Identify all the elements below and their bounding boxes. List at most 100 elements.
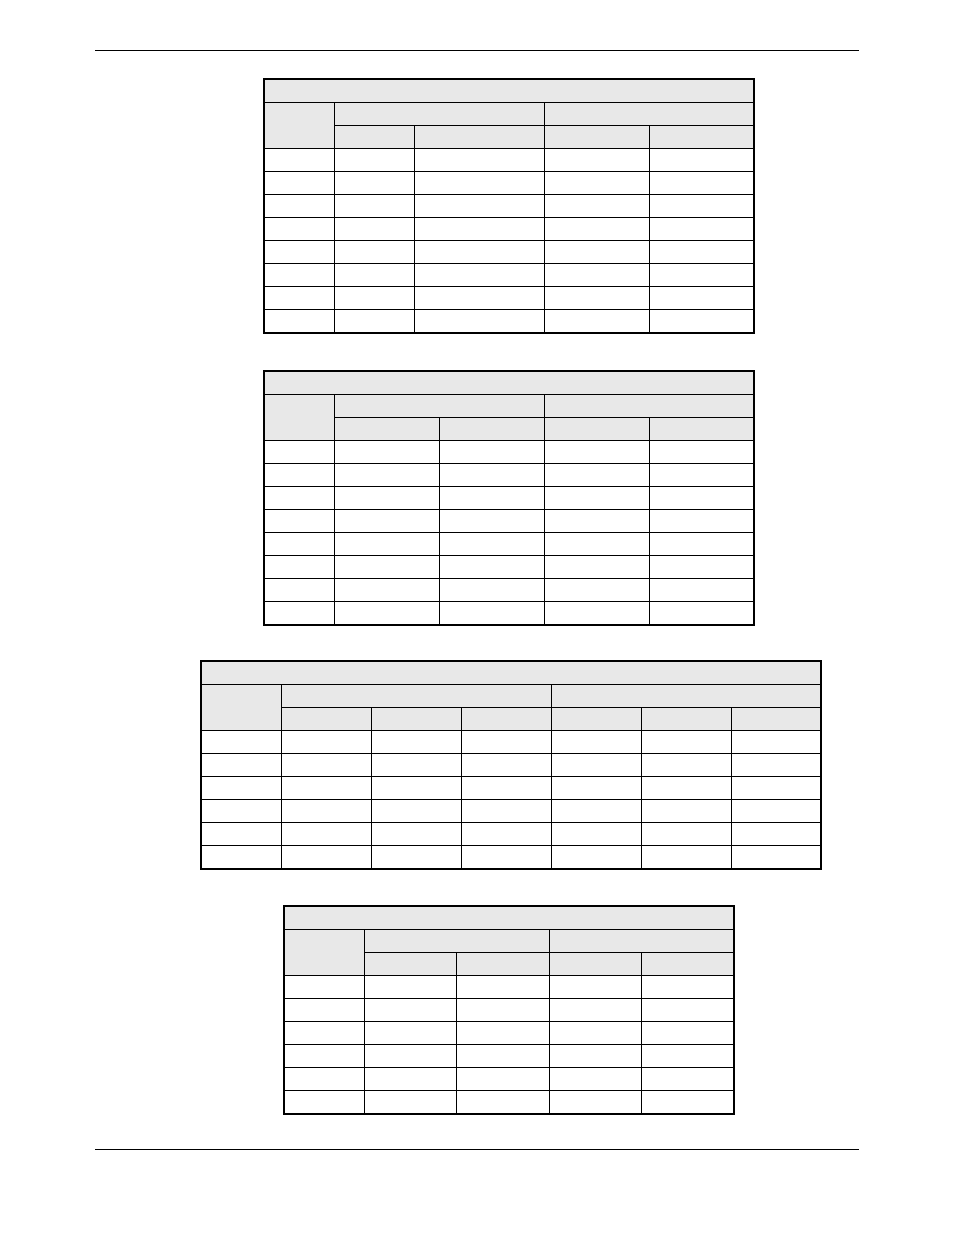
table-2-stub-head: [264, 395, 334, 441]
cell: [334, 149, 414, 172]
cell: [544, 195, 649, 218]
table-1-title: [264, 79, 754, 103]
cell: [414, 241, 544, 264]
cell: [414, 310, 544, 334]
cell: [731, 777, 821, 800]
cell: [649, 602, 754, 626]
cell: [439, 510, 544, 533]
table-4-body: [284, 976, 734, 1115]
cell: [264, 172, 334, 195]
table-row: [264, 441, 754, 464]
table-2-col-row: [264, 418, 754, 441]
table-1-col-row: [264, 126, 754, 149]
table-2-col-2: [439, 418, 544, 441]
cell: [731, 731, 821, 754]
cell: [334, 264, 414, 287]
cell: [284, 1068, 364, 1091]
cell: [544, 556, 649, 579]
table-3-title-row: [201, 661, 821, 685]
cell: [264, 556, 334, 579]
cell: [364, 1045, 456, 1068]
cell: [544, 264, 649, 287]
cell: [731, 800, 821, 823]
cell: [334, 556, 439, 579]
table-row: [264, 195, 754, 218]
table-1-col-2: [414, 126, 544, 149]
cell: [439, 533, 544, 556]
cell: [414, 287, 544, 310]
table-2-title-row: [264, 371, 754, 395]
cell: [264, 241, 334, 264]
cell: [334, 579, 439, 602]
table-2-wrap: [263, 370, 755, 626]
cell: [641, 999, 734, 1022]
table-4-col-3: [549, 953, 641, 976]
cell: [551, 800, 641, 823]
cell: [641, 976, 734, 999]
table-row: [264, 241, 754, 264]
cell: [371, 800, 461, 823]
table-3-col-row: [201, 708, 821, 731]
cell: [281, 731, 371, 754]
cell: [551, 846, 641, 870]
cell: [544, 533, 649, 556]
cell: [334, 310, 414, 334]
cell: [201, 800, 281, 823]
cell: [544, 464, 649, 487]
table-row: [264, 310, 754, 334]
cell: [641, 731, 731, 754]
table-4: [283, 905, 735, 1115]
cell: [439, 579, 544, 602]
cell: [439, 602, 544, 626]
cell: [551, 731, 641, 754]
table-3-col-2: [371, 708, 461, 731]
table-3: [200, 660, 822, 870]
table-4-group-b: [549, 930, 734, 953]
cell: [264, 264, 334, 287]
cell: [731, 823, 821, 846]
cell: [549, 999, 641, 1022]
cell: [544, 218, 649, 241]
table-3-col-3: [461, 708, 551, 731]
cell: [641, 777, 731, 800]
cell: [334, 602, 439, 626]
table-1-group-b: [544, 103, 754, 126]
table-4-group-a: [364, 930, 549, 953]
cell: [264, 510, 334, 533]
table-row: [201, 800, 821, 823]
table-row: [264, 287, 754, 310]
cell: [456, 1045, 549, 1068]
cell: [281, 777, 371, 800]
cell: [334, 533, 439, 556]
table-row: [264, 487, 754, 510]
cell: [649, 510, 754, 533]
cell: [264, 533, 334, 556]
cell: [461, 846, 551, 870]
cell: [549, 976, 641, 999]
cell: [334, 464, 439, 487]
cell: [414, 149, 544, 172]
cell: [551, 823, 641, 846]
table-4-group-row: [284, 930, 734, 953]
table-4-title-row: [284, 906, 734, 930]
cell: [649, 487, 754, 510]
table-2-col-1: [334, 418, 439, 441]
cell: [641, 1045, 734, 1068]
cell: [544, 579, 649, 602]
cell: [364, 1022, 456, 1045]
table-row: [284, 999, 734, 1022]
cell: [649, 533, 754, 556]
cell: [649, 556, 754, 579]
table-4-col-4: [641, 953, 734, 976]
cell: [649, 264, 754, 287]
table-3-col-5: [641, 708, 731, 731]
cell: [649, 149, 754, 172]
cell: [414, 172, 544, 195]
cell: [641, 754, 731, 777]
cell: [549, 1091, 641, 1115]
table-4-col-1: [364, 953, 456, 976]
cell: [264, 579, 334, 602]
cell: [461, 823, 551, 846]
cell: [649, 441, 754, 464]
cell: [334, 218, 414, 241]
